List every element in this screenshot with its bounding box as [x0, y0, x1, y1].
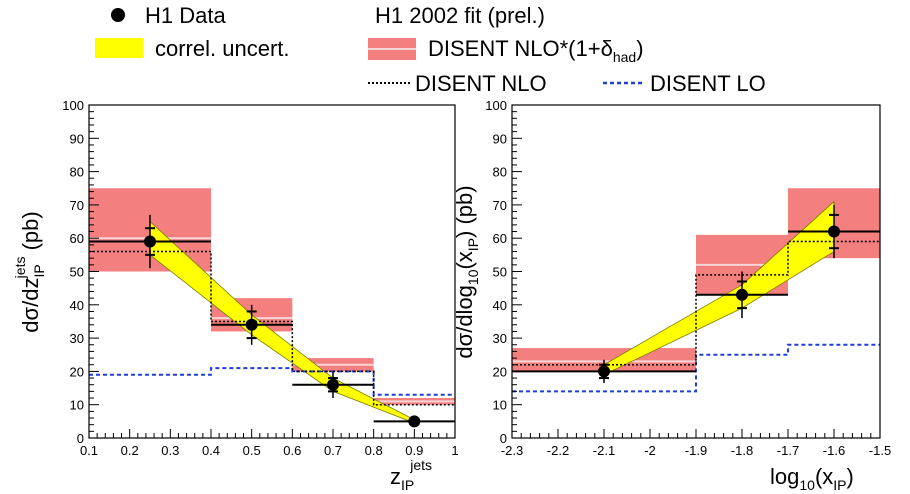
left-xlabel: zIP jets — [390, 457, 432, 493]
right-xlabel-sub: 10 — [799, 477, 815, 493]
left-xtick-label: 0.4 — [202, 443, 220, 458]
left-ylabel-sup: jets — [12, 257, 28, 280]
left-ytick-label: 40 — [70, 298, 84, 313]
left-xtick-label: 0.6 — [283, 443, 301, 458]
left-ytick-label: 30 — [70, 331, 84, 346]
left-lo-line — [89, 367, 455, 396]
left-ytick-label: 60 — [70, 231, 84, 246]
left-xlabel-sub: IP — [401, 477, 414, 493]
right-xtick-label: -1.8 — [731, 443, 753, 458]
left-ytick-label: 0 — [77, 431, 84, 446]
legend-correl: correl. uncert. — [155, 36, 290, 61]
left-xlabel-sup: jets — [409, 457, 432, 473]
left-xtick-label: 0.5 — [243, 443, 261, 458]
right-ylabel-main: dσ/dlog — [452, 285, 477, 359]
right-xtick-label: -2 — [644, 443, 656, 458]
right-xlabel: log10(xIP) — [770, 464, 854, 493]
right-data-point — [828, 225, 840, 238]
legend-lo: DISENT LO — [650, 71, 766, 96]
right-xtick-label: -1.7 — [777, 443, 799, 458]
left-data-point — [245, 318, 258, 331]
left-ytick-label: 100 — [62, 98, 84, 113]
right-xlabel-mid: (x — [815, 464, 833, 489]
left-data-point — [408, 415, 421, 428]
right-ytick-label: 70 — [493, 198, 507, 213]
legend-nlo-had-main: DISENT NLO*(1+δ — [428, 36, 613, 61]
right-ylabel: dσ/dlog10(xIP) (pb) — [452, 185, 481, 358]
right-ytick-label: 100 — [485, 98, 507, 113]
right-xlabel-sub2: IP — [833, 477, 846, 493]
right-xtick-label: -1.5 — [869, 443, 891, 458]
left-xtick-label: 0.3 — [161, 443, 179, 458]
legend-fit-title: H1 2002 fit (prel.) — [375, 3, 545, 28]
right-ytick-label: 30 — [493, 331, 507, 346]
left-xlabel-main: z — [390, 464, 401, 489]
right-xlabel-end: ) — [847, 464, 854, 489]
right-xtick-label: -2.1 — [593, 443, 615, 458]
right-ytick-label: 80 — [493, 165, 507, 180]
right-ytick-label: 40 — [493, 298, 507, 313]
right-ylabel-sub2: IP — [465, 238, 481, 251]
right-ytick-label: 90 — [493, 131, 507, 146]
right-ytick-label: 10 — [493, 398, 507, 413]
left-ylabel-unit: (pb) — [18, 211, 43, 256]
right-xtick-label: -1.6 — [823, 443, 845, 458]
legend-h1-data: H1 Data — [145, 3, 226, 28]
left-xtick-label: 0.9 — [405, 443, 423, 458]
left-ytick-label: 10 — [70, 398, 84, 413]
left-xtick-label: 0.2 — [121, 443, 139, 458]
right-nlo-line — [512, 240, 880, 366]
left-ylabel-sub: IP — [31, 264, 47, 277]
right-xtick-label: -2.2 — [547, 443, 569, 458]
left-ylabel-main: dσ/dz — [18, 278, 43, 333]
left-ytick-label: 80 — [70, 165, 84, 180]
right-ytick-label: 60 — [493, 231, 507, 246]
left-ylabel: dσ/dzIPjets (pb) — [12, 211, 47, 332]
left-xtick-label: 0.8 — [365, 443, 383, 458]
legend-nlo: DISENT NLO — [415, 71, 547, 96]
left-ytick-label: 70 — [70, 198, 84, 213]
right-panel: -2.3 -2.2 -2.1 -2 -1.9 -1.8 -1.7 -1.6 -1.5 0 10 20 3… — [485, 98, 891, 458]
right-data-point — [736, 288, 748, 301]
right-xtick-label: -1.9 — [685, 443, 707, 458]
legend-nlo-had: DISENT NLO*(1+δhad) — [428, 36, 644, 65]
legend-nlo-had-close: ) — [636, 36, 643, 61]
right-ylabel-end: ) (pb) — [452, 185, 477, 238]
left-ytick-label: 50 — [70, 265, 84, 280]
right-ytick-label: 0 — [500, 431, 507, 446]
right-lo-line — [512, 343, 880, 393]
right-xlabel-main: log — [770, 464, 799, 489]
left-xtick-label: 0.7 — [324, 443, 342, 458]
left-ytick-label: 20 — [70, 364, 84, 379]
left-nlo-line — [89, 250, 455, 406]
left-xtick-label: 1 — [451, 443, 458, 458]
left-panel: 0.1 0.2 0.3 0.4 0.5 0.6 0.7 0.8 0.9 1010203040506… — [62, 98, 458, 458]
legend-nlo-had-sub: had — [613, 49, 636, 65]
right-data-point — [598, 365, 610, 378]
legend-data-marker — [111, 8, 125, 22]
legend-correl-swatch — [95, 38, 143, 58]
right-ytick-label: 50 — [493, 265, 507, 280]
right-ylabel-mid: (x — [452, 251, 477, 269]
right-ytick-label: 20 — [493, 364, 507, 379]
left-data-point — [327, 378, 339, 391]
left-data-point — [144, 235, 156, 248]
legend: H1 Data correl. uncert. H1 2002 fit (pre… — [95, 3, 766, 96]
right-xtick-label: -2.3 — [501, 443, 523, 458]
right-ylabel-sub: 10 — [465, 269, 481, 285]
left-xtick-label: 0.1 — [80, 443, 98, 458]
left-ytick-label: 90 — [70, 131, 84, 146]
